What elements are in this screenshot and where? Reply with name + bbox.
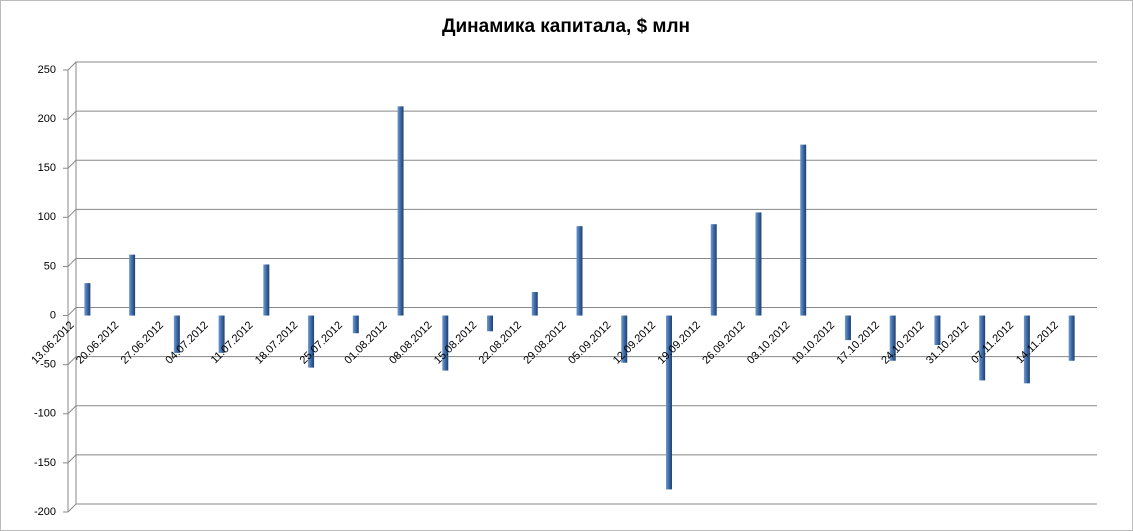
y-tick-label: 100	[38, 211, 56, 223]
y-tick-label: -50	[40, 359, 56, 371]
y-tick-label: 200	[38, 113, 56, 125]
bar	[934, 315, 941, 346]
bar	[710, 224, 717, 316]
grid-line	[67, 503, 1097, 513]
grid-line	[67, 159, 1097, 169]
grid-line	[67, 454, 1097, 464]
grid-line	[67, 110, 1097, 120]
bar	[263, 264, 270, 316]
bar	[397, 106, 404, 316]
y-tick-label: 0	[50, 309, 56, 321]
y-tick-label: 50	[44, 260, 56, 272]
bar	[531, 291, 538, 316]
y-tick-label: -200	[34, 506, 56, 518]
grid-line	[67, 61, 1097, 71]
grid-line	[67, 405, 1097, 415]
bar	[979, 315, 986, 381]
bar	[84, 283, 91, 316]
bar	[173, 315, 180, 353]
bar	[352, 315, 359, 334]
y-tick-label: 150	[38, 162, 56, 174]
bar	[665, 315, 672, 490]
bar	[1023, 315, 1030, 384]
bar	[844, 315, 851, 341]
bar	[755, 212, 762, 316]
y-tick-label: -100	[34, 408, 56, 420]
bar	[218, 315, 225, 353]
bar	[487, 315, 494, 332]
chart-title: Динамика капитала, $ млн	[442, 16, 690, 37]
y-tick-label: 250	[38, 64, 56, 76]
bar	[442, 315, 449, 371]
grid-line	[67, 208, 1097, 218]
y-tick-label: -150	[34, 457, 56, 469]
bar	[889, 315, 896, 361]
bar	[800, 144, 807, 316]
grid-line	[67, 356, 1097, 366]
bar	[576, 226, 583, 316]
bar	[1068, 315, 1075, 361]
bar	[621, 315, 628, 363]
bar	[308, 315, 315, 368]
bar	[129, 254, 136, 316]
